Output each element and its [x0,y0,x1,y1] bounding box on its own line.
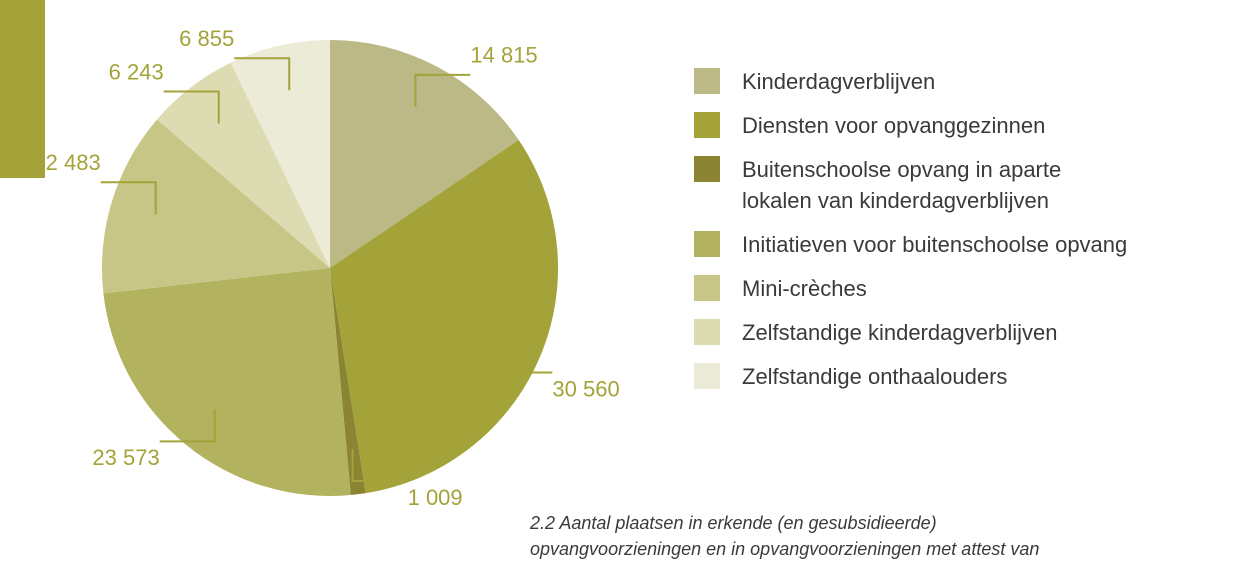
value-label: 6 855 [179,26,234,51]
pie-slice [230,40,330,268]
legend-item: Initiatieven voor buitenschoolse opvang [694,229,1249,260]
leader-line [100,181,157,215]
legend-label: Zelfstandige onthaalouders [742,364,1008,389]
pie-slice [330,268,366,496]
legend-label: Zelfstandige kinderdagverblijven [742,320,1058,345]
legend-label: Mini-crèches [742,276,867,301]
value-label: 23 573 [92,445,159,470]
accent-bar [0,0,45,178]
legend-swatch [694,112,720,138]
legend-item: Kinderdagverblijven [694,66,1249,97]
value-label: 12 483 [33,150,100,175]
legend-label: Buitenschoolse opvang in aparte lokalen … [742,157,1062,213]
leader-line [159,409,216,443]
leader-line [496,340,553,374]
leader-line [163,90,220,124]
legend-label: Diensten voor opvanggezinnen [742,113,1046,138]
leader-line [414,73,471,107]
pie-slice [103,268,351,496]
pie-slice [157,62,330,269]
value-label: 1 009 [408,485,463,510]
caption: 2.2 Aantal plaatsen in erkende (en gesub… [530,513,1040,559]
legend-swatch [694,68,720,94]
value-label: 30 560 [552,376,619,401]
legend: Kinderdagverblijven Diensten voor opvangg… [694,66,1249,405]
leader-line [351,448,408,482]
legend-item: Mini-crèches [694,273,1249,304]
pie-slice [330,40,519,268]
legend-swatch [694,275,720,301]
legend-item: Diensten voor opvanggezinnen [694,110,1249,141]
legend-item: Zelfstandige onthaalouders [694,361,1249,392]
leader-line [234,57,291,91]
legend-label: Kinderdagverblijven [742,69,936,94]
pie-slice [101,119,330,294]
pie-slice [330,139,558,494]
legend-item: Buitenschoolse opvang in aparte lokalen … [694,154,1249,216]
value-label: 14 815 [470,43,537,68]
legend-item: Zelfstandige kinderdagverblijven [694,317,1249,348]
value-label: 6 243 [109,59,164,84]
legend-label: Initiatieven voor buitenschoolse opvang [742,232,1128,257]
legend-swatch [694,231,720,257]
legend-swatch [694,319,720,345]
legend-swatch [694,156,720,182]
legend-swatch [694,363,720,389]
